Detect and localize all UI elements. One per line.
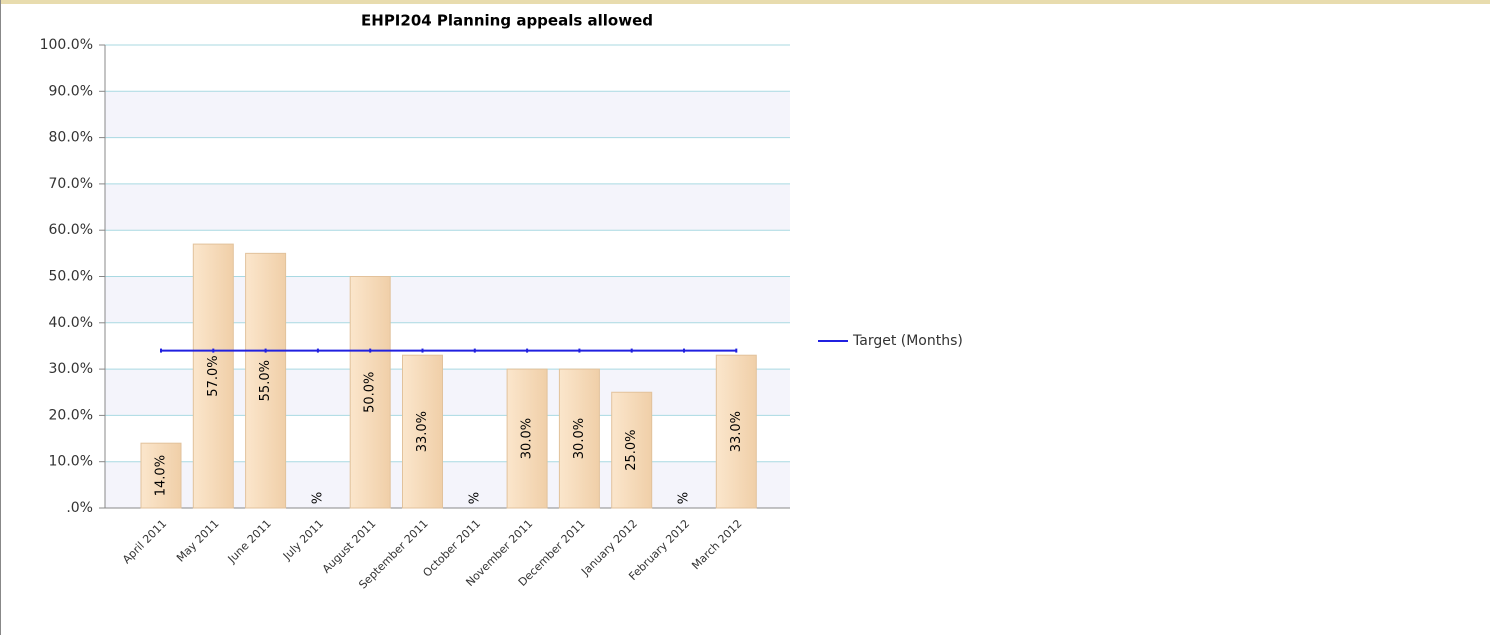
chart-title: EHPI204 Planning appeals allowed <box>361 12 653 30</box>
y-tick-label: 80.0% <box>49 130 93 146</box>
value-label: 33.0% <box>415 411 430 452</box>
value-label: 55.0% <box>258 360 273 401</box>
y-tick-label: 90.0% <box>49 83 93 99</box>
bar <box>192 243 234 509</box>
bar <box>402 354 443 509</box>
y-tick-label: 10.0% <box>49 454 93 470</box>
y-tick-label: 100.0% <box>40 37 93 53</box>
x-tick-label: March 2012 <box>689 517 744 572</box>
y-tick-label: 70.0% <box>49 176 93 192</box>
x-tick-label: May 2011 <box>174 517 222 565</box>
x-tick-label: July 2011 <box>280 517 326 563</box>
bar <box>140 442 182 509</box>
legend-label: Target (Months) <box>852 333 963 349</box>
value-label: 30.0% <box>520 418 535 459</box>
value-label: % <box>677 492 692 504</box>
value-label: 25.0% <box>624 429 639 470</box>
x-tick-label: April 2011 <box>120 517 169 566</box>
x-tick-label: August 2011 <box>320 517 379 576</box>
value-label: 14.0% <box>154 455 169 496</box>
value-label: 33.0% <box>729 411 744 452</box>
y-tick-label: 40.0% <box>49 315 93 331</box>
plot-band <box>105 91 790 138</box>
bar <box>245 252 287 509</box>
bar <box>558 368 600 509</box>
value-label: % <box>467 492 482 504</box>
frame-top <box>0 0 1490 4</box>
value-label: 57.0% <box>206 355 221 396</box>
plot-band <box>105 183 790 231</box>
y-tick-label: 60.0% <box>49 222 93 238</box>
value-label: 50.0% <box>363 372 378 413</box>
bar <box>715 354 757 509</box>
value-label: % <box>310 492 325 504</box>
value-label: 30.0% <box>572 418 587 459</box>
bar <box>611 391 653 509</box>
y-tick-label: 50.0% <box>49 269 93 285</box>
y-tick-label: 30.0% <box>49 361 93 377</box>
x-tick-label: June 2011 <box>225 517 274 566</box>
y-tick-label: .0% <box>66 500 93 516</box>
bar <box>506 368 548 509</box>
bar <box>349 276 391 509</box>
y-tick-label: 20.0% <box>49 407 93 423</box>
